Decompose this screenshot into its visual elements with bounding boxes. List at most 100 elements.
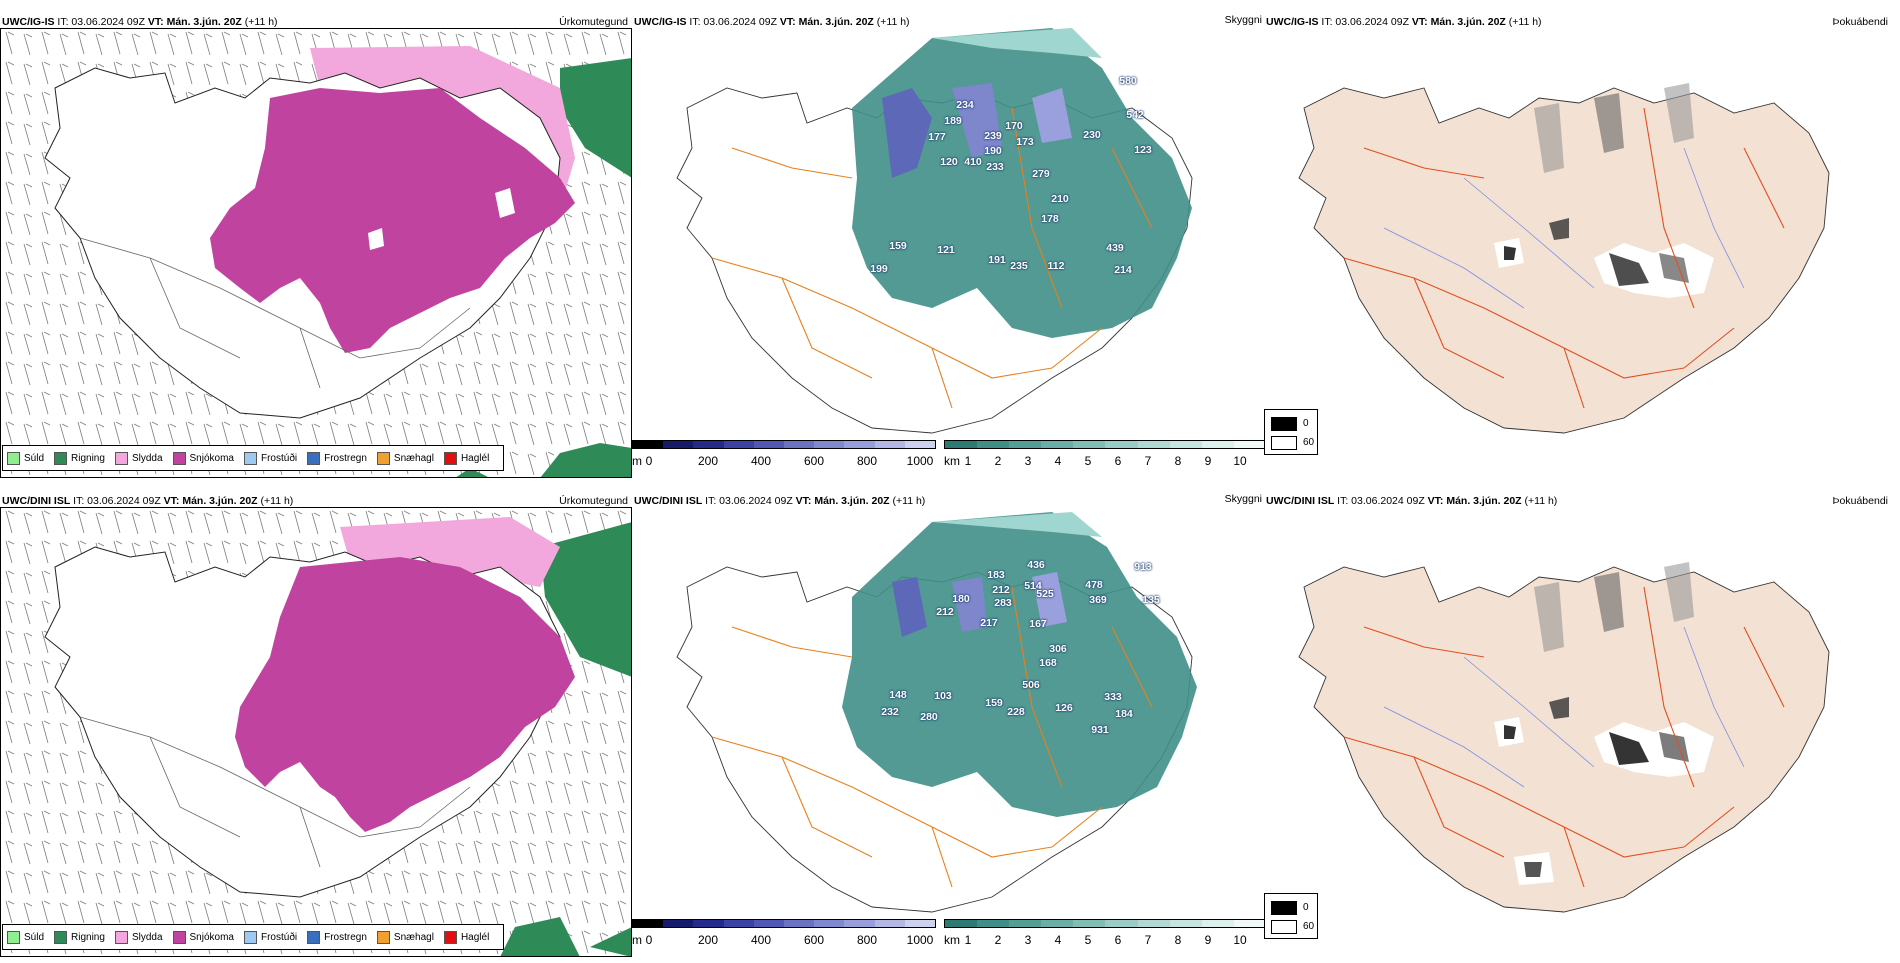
legend-item: Snæhagl <box>376 930 434 944</box>
legend-item: Haglél <box>443 451 489 465</box>
precip-type-panel-2: UWC/DINI ISL IT: 03.06.2024 09Z VT: Mán.… <box>0 493 632 963</box>
visibility-value: 542 <box>1126 109 1144 121</box>
visibility-value: 239 <box>984 130 1002 142</box>
visibility-value: 228 <box>1007 706 1025 718</box>
legend-item: Slydda <box>114 930 163 944</box>
visibility-tick: 2 <box>994 454 1002 468</box>
visibility-value: 514 <box>1024 580 1042 592</box>
panel-type-label: Þokuábendi <box>1832 495 1888 507</box>
precip-map <box>0 28 632 478</box>
visibility-tick: 6 <box>1114 454 1122 468</box>
visibility-value: 525 <box>1036 588 1054 600</box>
visibility-tick: 4 <box>1054 933 1062 947</box>
height-tick: 400 <box>750 933 772 947</box>
height-tick: 0 <box>645 454 653 468</box>
visibility-tick: 3 <box>1024 933 1032 947</box>
legend-item: Haglél <box>443 930 489 944</box>
legend-item: Rigning <box>54 451 105 465</box>
height-tick: 200 <box>697 454 719 468</box>
visibility-tick: 10 <box>1233 454 1247 468</box>
visibility-value: 135 <box>1142 594 1160 606</box>
visibility-tick: 8 <box>1174 454 1182 468</box>
visibility-value: 235 <box>1010 260 1028 272</box>
panel-type-label: Skyggni <box>1224 14 1262 26</box>
row-1: UWC/IG-IS IT: 03.06.2024 09Z VT: Mán. 3.… <box>0 14 1900 484</box>
panel-title: UWC/IG-IS IT: 03.06.2024 09Z VT: Mán. 3.… <box>1266 16 1542 28</box>
visibility-tick: 9 <box>1204 454 1212 468</box>
visibility-colorbar <box>944 919 1267 928</box>
visibility-tick: 2 <box>994 933 1002 947</box>
visibility-value: 103 <box>934 690 952 702</box>
visibility-value: 280 <box>920 711 938 723</box>
visibility-value: 369 <box>1089 594 1107 606</box>
colorbars-2: m 0 200 400 600 800 1000 km 1 2 3 4 5 6 … <box>632 913 1332 953</box>
height-tick: 600 <box>803 454 825 468</box>
height-tick: 800 <box>856 454 878 468</box>
visibility-tick: 10 <box>1233 933 1247 947</box>
visibility-value: 170 <box>1005 120 1023 132</box>
visibility-unit: km <box>944 933 960 947</box>
height-tick: 400 <box>750 454 772 468</box>
visibility-value: 233 <box>986 161 1004 173</box>
height-tick: 200 <box>697 933 719 947</box>
legend-item: Rigning <box>54 930 105 944</box>
fog-label: 0 <box>1303 418 1309 429</box>
visibility-tick: 1 <box>964 933 972 947</box>
height-tick: 800 <box>856 933 878 947</box>
visibility-colorbar <box>944 440 1267 449</box>
visibility-value: 283 <box>994 597 1012 609</box>
visibility-value: 212 <box>992 584 1010 596</box>
visibility-tick: 7 <box>1144 933 1152 947</box>
legend-item: Snæhagl <box>376 451 434 465</box>
visibility-value: 184 <box>1115 708 1133 720</box>
visibility-panel-1: UWC/IG-IS IT: 03.06.2024 09Z VT: Mán. 3.… <box>632 14 1264 484</box>
legend-item: Snjókoma <box>172 451 234 465</box>
visibility-value: 112 <box>1047 260 1065 272</box>
visibility-value: 121 <box>937 244 955 256</box>
legend-item: Frostúði <box>243 451 297 465</box>
visibility-value: 180 <box>952 593 970 605</box>
visibility-value: 279 <box>1032 168 1050 180</box>
visibility-value: 439 <box>1106 242 1124 254</box>
height-tick: 1000 <box>906 933 934 947</box>
height-tick: 600 <box>803 933 825 947</box>
height-colorbar <box>632 440 936 449</box>
visibility-tick: 7 <box>1144 454 1152 468</box>
height-unit: m <box>632 454 642 468</box>
visibility-value: 232 <box>881 706 899 718</box>
panel-title: UWC/DINI ISL IT: 03.06.2024 09Z VT: Mán.… <box>1266 495 1558 507</box>
fog-label: 60 <box>1303 921 1315 932</box>
panel-type-label: Skyggni <box>1224 493 1262 505</box>
panel-type-label: Þokuábendi <box>1832 16 1888 28</box>
visibility-value: 159 <box>985 697 1003 709</box>
legend-item: Frostúði <box>243 930 297 944</box>
visibility-value: 123 <box>1134 144 1152 156</box>
fog-swatch <box>1271 417 1297 431</box>
visibility-map <box>676 512 1197 913</box>
precip-map <box>0 507 632 957</box>
fog-label: 0 <box>1303 902 1309 913</box>
panel-title: UWC/IG-IS IT: 03.06.2024 09Z VT: Mán. 3.… <box>634 16 910 28</box>
fog-panel-2: UWC/DINI ISL IT: 03.06.2024 09Z VT: Mán.… <box>1264 493 1900 963</box>
visibility-value: 410 <box>964 156 982 168</box>
panel-type-label: Úrkomutegund <box>559 495 628 507</box>
visibility-value: 168 <box>1039 657 1057 669</box>
visibility-tick: 3 <box>1024 454 1032 468</box>
visibility-tick: 5 <box>1084 933 1092 947</box>
visibility-value: 478 <box>1085 579 1103 591</box>
panel-title: UWC/DINI ISL IT: 03.06.2024 09Z VT: Mán.… <box>2 495 294 507</box>
visibility-unit: km <box>944 454 960 468</box>
height-tick: 1000 <box>906 454 934 468</box>
visibility-value: 148 <box>889 689 907 701</box>
visibility-value: 580 <box>1119 75 1137 87</box>
fog-legend-1: 0 60 <box>1264 409 1318 455</box>
visibility-value: 436 <box>1027 559 1045 571</box>
visibility-value: 191 <box>988 254 1006 266</box>
legend-item: Súld <box>7 451 44 465</box>
visibility-value: 178 <box>1041 213 1059 225</box>
visibility-tick: 4 <box>1054 454 1062 468</box>
visibility-value: 931 <box>1091 724 1109 736</box>
visibility-value: 167 <box>1029 618 1047 630</box>
fog-swatch <box>1271 901 1297 915</box>
panel-title: UWC/DINI ISL IT: 03.06.2024 09Z VT: Mán.… <box>634 495 926 507</box>
